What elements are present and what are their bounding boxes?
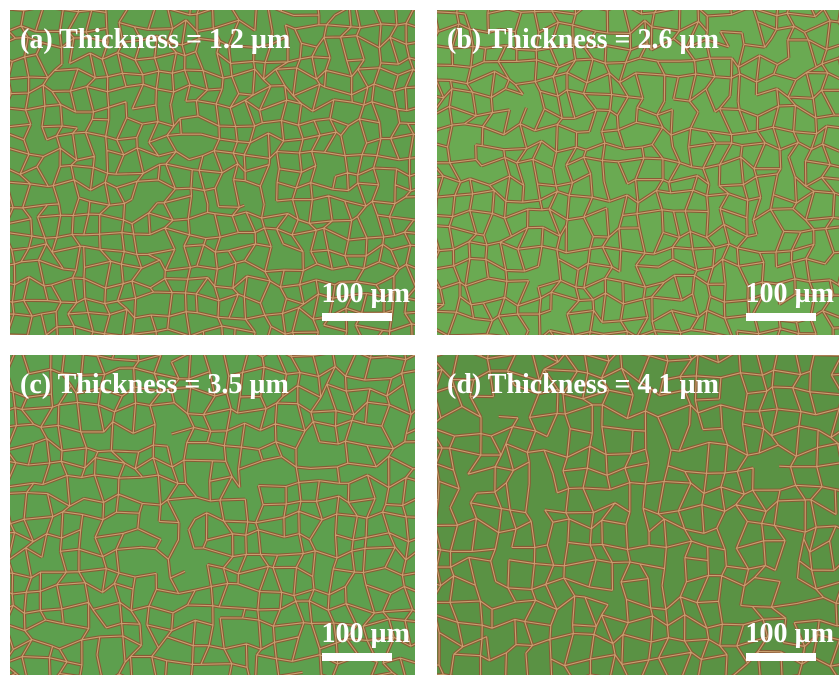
scale-bar [746,313,816,321]
scale-bar-label: 100 µm [746,618,834,649]
micrograph-panel: (a) Thickness = 1.2 µm 100 µm [0,0,432,352]
scale-bar-label: 100 µm [746,278,834,309]
panel-label: (b) Thickness = 2.6 µm [447,24,719,55]
scale-bar [322,313,392,321]
micrograph-panel: (b) Thickness = 2.6 µm 100 µm [414,0,839,357]
scale-bar-label: 100 µm [322,278,410,309]
panel-label: (c) Thickness = 3.5 µm [20,369,289,400]
panel-label: (a) Thickness = 1.2 µm [20,24,290,55]
scale-bar [322,653,392,661]
scale-bar [746,653,816,661]
micrograph-panel: (c) Thickness = 3.5 µm 100 µm [0,330,430,675]
scale-bar-label: 100 µm [322,618,410,649]
panel-label: (d) Thickness = 4.1 µm [447,369,719,400]
figure: (a) Thickness = 1.2 µm100 µm(b) Thicknes… [0,0,839,675]
micrograph-panel: (d) Thickness = 4.1 µm 100 µm [411,329,839,675]
